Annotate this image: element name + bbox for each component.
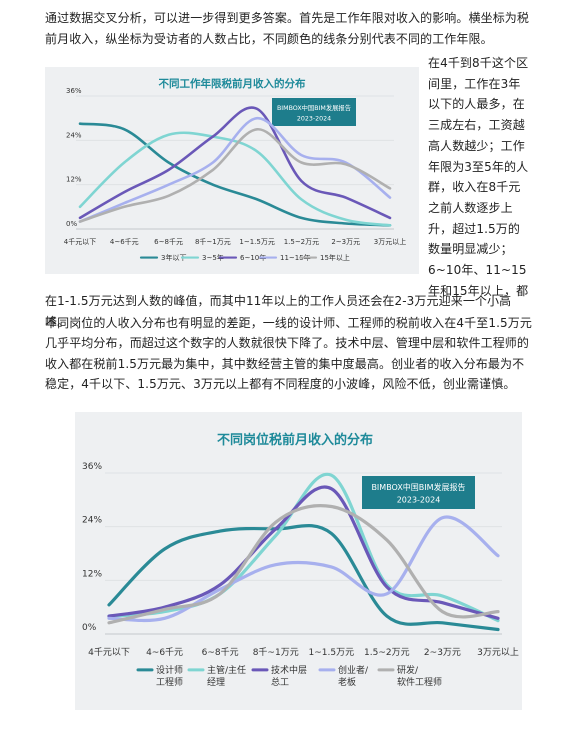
legend-entry: 15年以上 <box>298 253 350 262</box>
legend-entry: 3~5年 <box>180 253 224 262</box>
legend-label: 创业者/ <box>338 664 369 676</box>
x-tick-label: 4~6千元 <box>110 237 139 246</box>
report-badge-bg <box>362 476 475 509</box>
series-line <box>78 128 392 223</box>
x-tick-label: 4千元以下 <box>64 237 96 246</box>
legend-label: 11~15年 <box>280 253 311 262</box>
y-tick-label: 24% <box>66 131 82 139</box>
legend-label: 研发/ <box>397 664 419 676</box>
position-income-chart: 不同岗位税前月收入的分布 36% 24% 12% 0% BIMBOX中国BIM发展报告 20… <box>75 412 522 710</box>
x-tick-label: 2~3万元 <box>331 238 360 246</box>
report-badge: BIMBOX中国BIM发展报告 2023-2024 <box>272 98 356 126</box>
y-tick-label: 0% <box>66 220 77 228</box>
legend-label: 3~5年 <box>202 253 224 262</box>
report-badge-year: 2023-2024 <box>297 115 331 122</box>
legend-label: 主管/主任 <box>207 664 246 676</box>
intro-paragraph: 通过数据交叉分析，可以进一步得到更多答案。首先是工作年限对收入的影响。横坐标为税… <box>45 11 530 46</box>
legend-label: 15年以上 <box>320 253 350 262</box>
work-years-analysis-paragraph: 在4千到8千这个区间里，工作在3年以下的人最多，在三成左右，工资越高人数越少；工… <box>428 56 529 298</box>
legend-entry: 创业者/老板 <box>318 664 369 688</box>
series-line <box>107 504 500 625</box>
position-analysis-paragraph: 不同岗位的人收入分布也有明显的差距，一线的设计师、工程师的税前收入在4千至1.5… <box>45 316 532 391</box>
work-years-peak-paragraph: 在1-1.5万元达到人数的峰值，而其中11年以上的工作人员还会在2-3万元迎来一… <box>45 294 512 329</box>
y-tick-label: 36% <box>82 462 102 472</box>
x-tick-label: 1~1.5万元 <box>239 238 274 246</box>
series-line <box>107 524 500 632</box>
series-line <box>78 122 392 227</box>
report-badge-line: BIMBOX中国BIM发展报告 <box>371 482 465 492</box>
x-tick-label: 6~8千元 <box>154 237 183 246</box>
legend-label: 技术中层 <box>271 664 307 676</box>
x-tick-label: 2~3万元 <box>424 648 461 658</box>
report-badge-year: 2023-2024 <box>397 495 441 504</box>
y-tick-label: 0% <box>82 623 97 633</box>
series-line <box>107 515 500 623</box>
legend-label: 总工 <box>271 676 289 688</box>
report-badge: BIMBOX中国BIM发展报告 2023-2024 <box>362 476 475 509</box>
legend-label: 3年以下 <box>161 253 186 262</box>
legend-label: 工程师 <box>156 676 183 688</box>
work-years-income-chart: 不同工作年限税前月收入的分布 36% 24% 12% 0% BIMBOX中国BIM发展报告… <box>45 67 419 274</box>
x-tick-label: 8千~1万元 <box>195 237 231 246</box>
legend-label: 6~10年 <box>240 253 266 262</box>
report-badge-bg <box>272 98 356 126</box>
y-tick-label: 12% <box>66 176 82 184</box>
x-tick-label: 1.5~2万元 <box>284 238 319 246</box>
y-tick-label: 36% <box>66 87 82 95</box>
y-tick-label: 12% <box>82 569 102 579</box>
legend-entry: 6~10年 <box>218 253 266 262</box>
x-tick-label: 6~8千元 <box>202 647 239 658</box>
legend-entry: 11~15年 <box>258 253 311 262</box>
chart-title: 不同岗位税前月收入的分布 <box>217 432 373 448</box>
legend-entry: 3年以下 <box>139 253 186 262</box>
series-line <box>78 116 392 223</box>
x-tick-label: 4~6千元 <box>146 647 183 658</box>
legend-label: 老板 <box>338 676 356 688</box>
series-line <box>107 472 500 623</box>
report-badge-line: BIMBOX中国BIM发展报告 <box>277 103 351 112</box>
chart-title: 不同工作年限税前月收入的分布 <box>159 77 306 90</box>
legend-label: 设计师 <box>156 664 183 676</box>
x-tick-label: 1~1.5万元 <box>308 648 354 658</box>
x-tick-label: 8千~1万元 <box>253 647 299 658</box>
series-line <box>78 106 392 220</box>
legend-label: 经理 <box>207 676 225 688</box>
legend-label: 软件工程师 <box>397 676 442 688</box>
work-years-chart-svg: 不同工作年限税前月收入的分布 36% 24% 12% 0% BIMBOX中国BIM发展报告… <box>64 77 406 262</box>
x-tick-label: 3万元以上 <box>374 237 406 246</box>
x-tick-label: 1.5~2万元 <box>364 648 410 658</box>
x-tick-label: 3万元以上 <box>477 647 519 658</box>
y-tick-label: 24% <box>82 516 102 526</box>
x-tick-label: 4千元以下 <box>88 647 130 658</box>
legend-entry: 研发/软件工程师 <box>377 664 442 688</box>
position-chart-svg: 不同岗位税前月收入的分布 36% 24% 12% 0% BIMBOX中国BIM发展报告 20… <box>82 432 519 688</box>
